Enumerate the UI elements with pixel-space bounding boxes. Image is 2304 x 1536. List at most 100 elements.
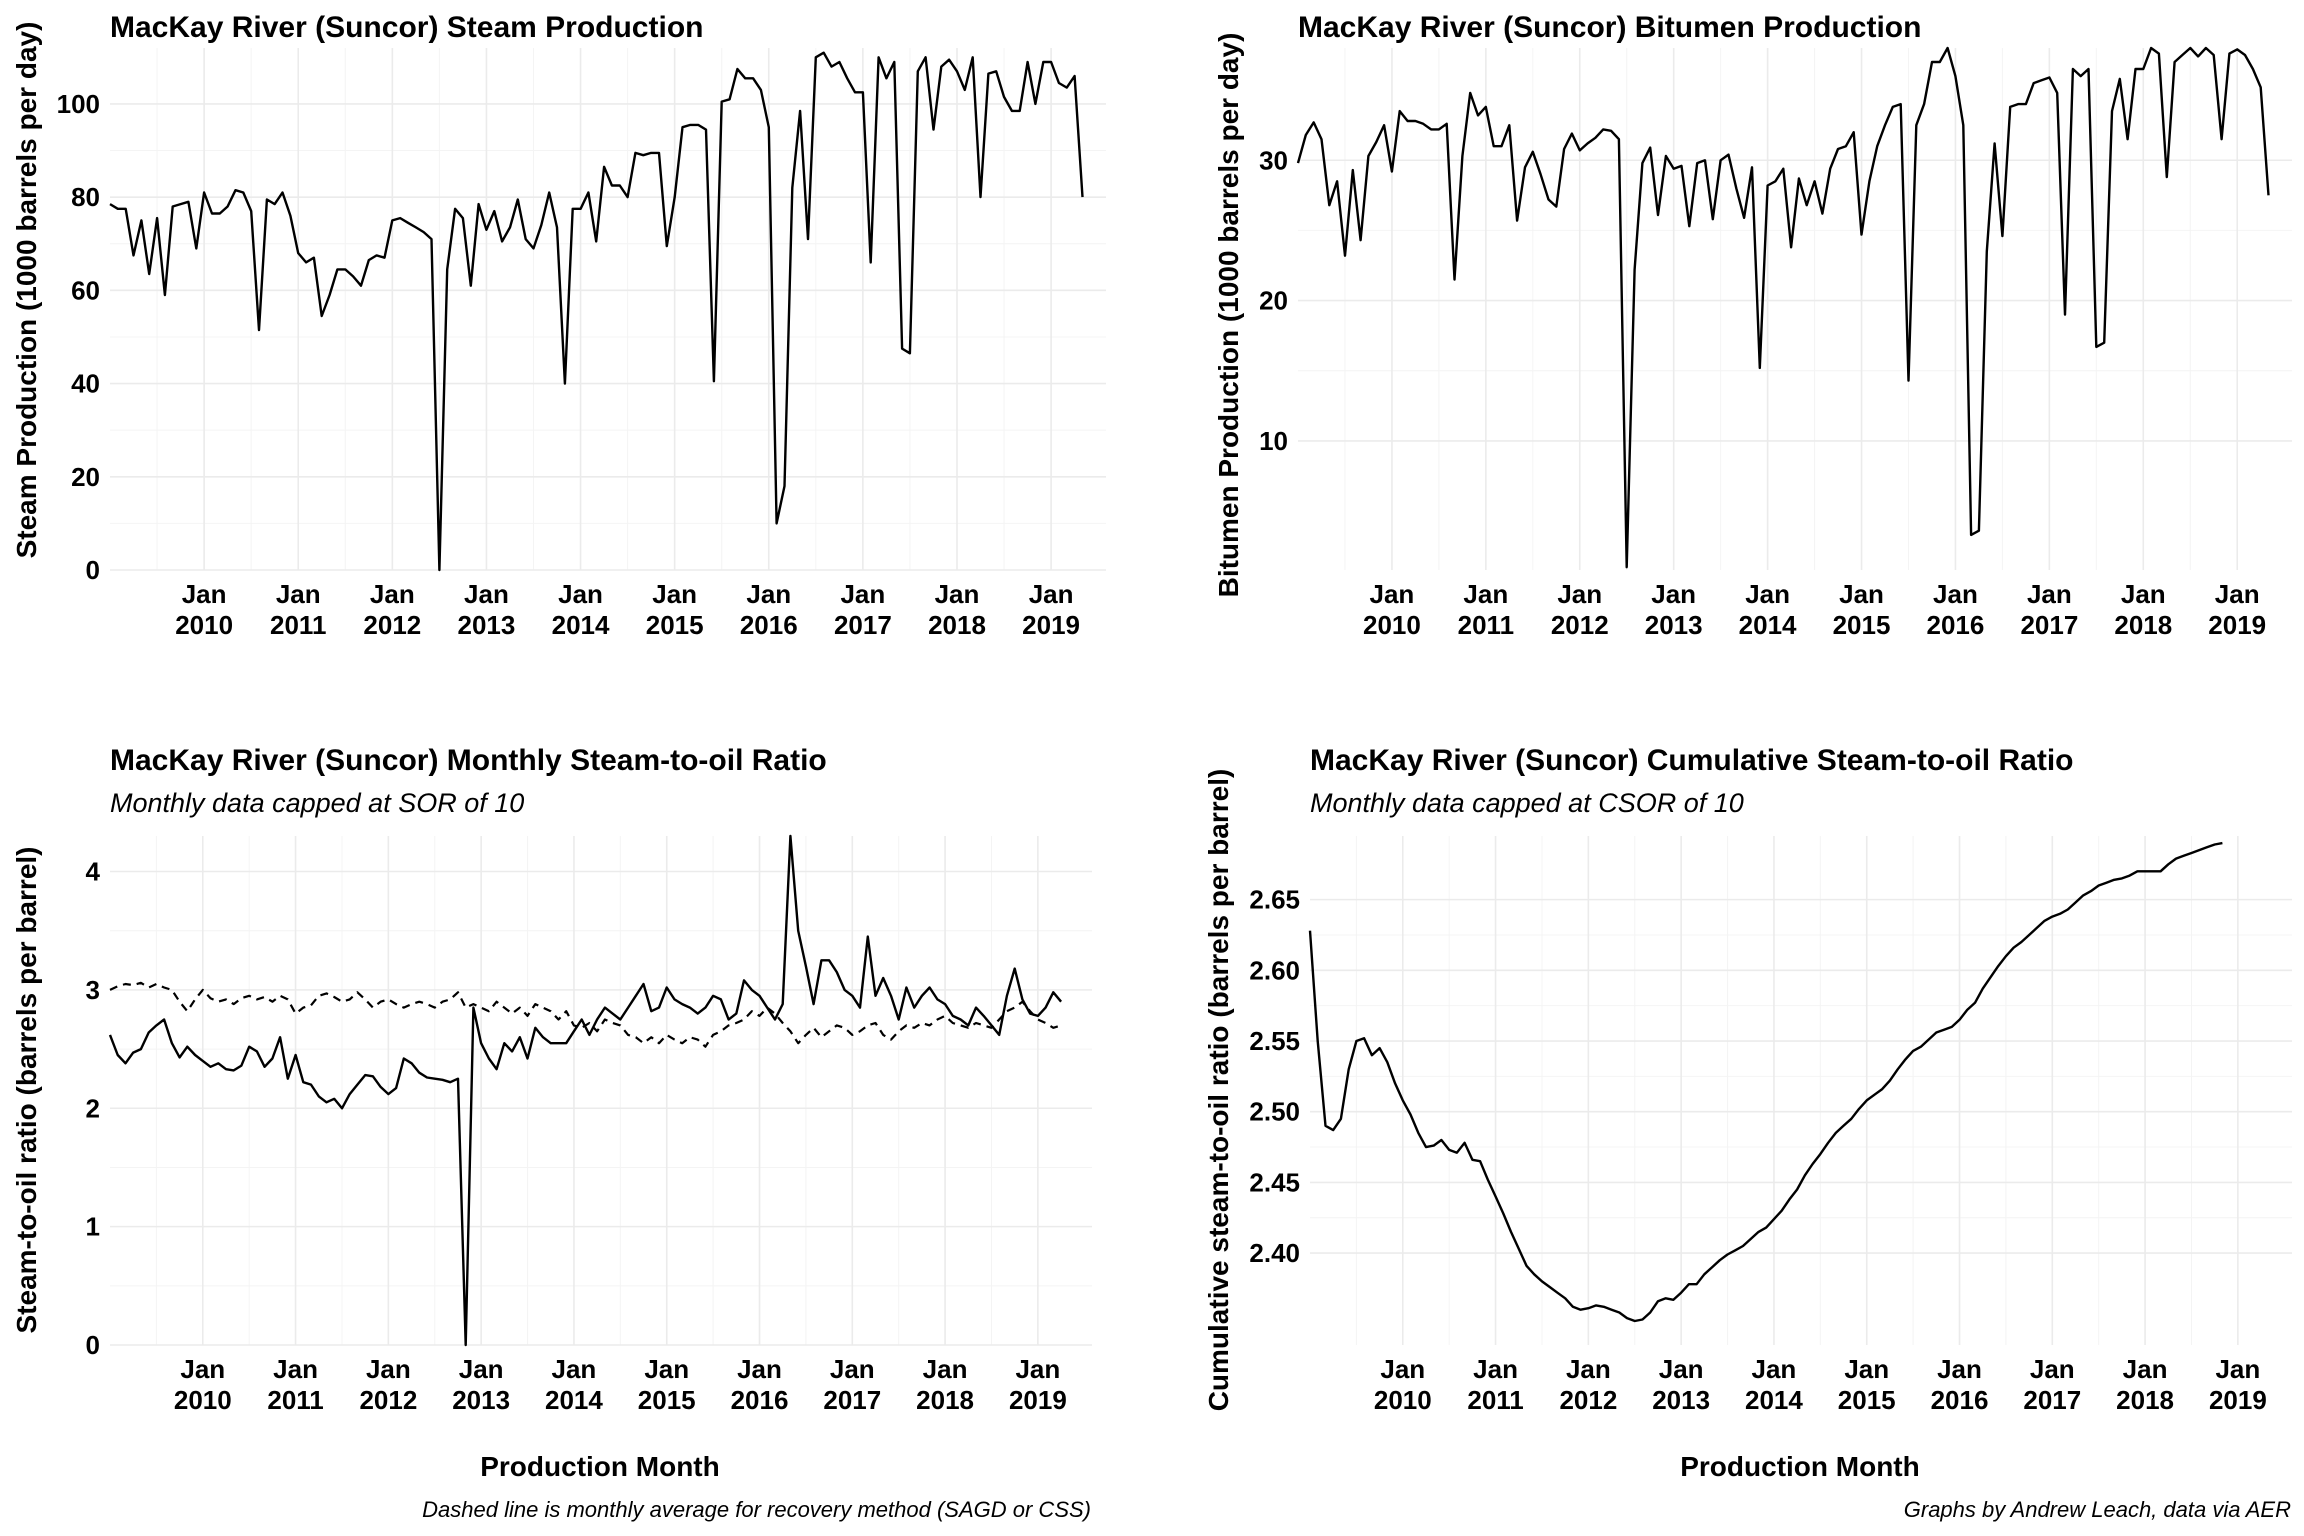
bitumen-series-line <box>1296 46 2270 569</box>
steam-x-tick-year: 2017 <box>834 610 892 640</box>
sor-x-tick-month: Jan <box>552 1354 597 1384</box>
steam-panel: MacKay River (Suncor) Steam Production S… <box>11 11 1106 640</box>
bitumen-x-tick-month: Jan <box>1933 579 1978 609</box>
steam-chart-title: MacKay River (Suncor) Steam Production <box>110 11 703 44</box>
sor-x-tick-year: 2018 <box>916 1385 974 1415</box>
csor-x-tick-year: 2012 <box>1559 1385 1617 1415</box>
sor-caption: Dashed line is monthly average for recov… <box>422 1497 1091 1522</box>
sor-x-tick-year: 2011 <box>267 1385 323 1415</box>
csor-x-tick-year: 2015 <box>1838 1385 1896 1415</box>
csor-x-tick-year: 2018 <box>2116 1385 2174 1415</box>
bitumen-x-tick-year: 2010 <box>1363 610 1421 640</box>
bitumen-x-tick-month: Jan <box>1745 579 1790 609</box>
csor-x-tick-month: Jan <box>1380 1354 1425 1384</box>
bitumen-x-tick-year: 2013 <box>1645 610 1703 640</box>
steam-x-tick-month: Jan <box>746 579 791 609</box>
sor-panel: MacKay River (Suncor) Monthly Steam-to-o… <box>11 744 1092 1522</box>
sor-y-tick-label: 3 <box>86 975 100 1005</box>
bitumen-y-tick-label: 20 <box>1259 286 1288 316</box>
steam-x-tick-month: Jan <box>840 579 885 609</box>
bitumen-x-tick-month: Jan <box>1651 579 1696 609</box>
csor-panel: MacKay River (Suncor) Cumulative Steam-t… <box>1203 744 2292 1522</box>
steam-x-tick-month: Jan <box>182 579 227 609</box>
sor-x-tick-month: Jan <box>273 1354 318 1384</box>
sor-x-tick-year: 2014 <box>545 1385 603 1415</box>
sor-chart-title: MacKay River (Suncor) Monthly Steam-to-o… <box>110 744 827 777</box>
bitumen-x-tick-month: Jan <box>2121 579 2166 609</box>
bitumen-x-tick-year: 2016 <box>1927 610 1985 640</box>
csor-x-tick-month: Jan <box>2215 1354 2260 1384</box>
steam-y-tick-label: 80 <box>71 182 100 212</box>
csor-chart-title: MacKay River (Suncor) Cumulative Steam-t… <box>1310 744 2073 777</box>
sor-chart-subtitle: Monthly data capped at SOR of 10 <box>110 788 524 818</box>
bitumen-y-tick-label: 30 <box>1259 145 1288 175</box>
csor-x-axis-title: Production Month <box>1680 1451 1920 1482</box>
csor-x-tick-year: 2017 <box>2023 1385 2081 1415</box>
bitumen-x-tick-month: Jan <box>2027 579 2072 609</box>
csor-x-tick-month: Jan <box>1844 1354 1889 1384</box>
bitumen-chart-title: MacKay River (Suncor) Bitumen Production <box>1298 11 1921 44</box>
csor-y-tick-label: 2.50 <box>1249 1097 1300 1127</box>
csor-x-tick-year: 2013 <box>1652 1385 1710 1415</box>
bitumen-x-tick-month: Jan <box>2215 579 2260 609</box>
sor-x-tick-year: 2019 <box>1009 1385 1067 1415</box>
sor-x-tick-month: Jan <box>923 1354 968 1384</box>
steam-x-tick-year: 2013 <box>458 610 516 640</box>
csor-x-tick-month: Jan <box>1937 1354 1982 1384</box>
sor-x-tick-year: 2015 <box>638 1385 696 1415</box>
csor-x-tick-month: Jan <box>2123 1354 2168 1384</box>
csor-x-tick-month: Jan <box>1659 1354 1704 1384</box>
steam-x-tick-month: Jan <box>370 579 415 609</box>
bitumen-y-axis-title: Bitumen Production (1000 barrels per day… <box>1213 33 1244 598</box>
csor-x-tick-year: 2011 <box>1467 1385 1523 1415</box>
sor-x-tick-month: Jan <box>830 1354 875 1384</box>
sor-y-tick-label: 4 <box>86 857 101 887</box>
steam-x-tick-year: 2019 <box>1022 610 1080 640</box>
csor-x-tick-month: Jan <box>1566 1354 1611 1384</box>
steam-x-tick-year: 2015 <box>646 610 704 640</box>
csor-y-axis-title: Cumulative steam-to-oil ratio (barrels p… <box>1203 769 1234 1412</box>
csor-y-tick-label: 2.60 <box>1249 955 1300 985</box>
bitumen-x-tick-year: 2012 <box>1551 610 1609 640</box>
steam-x-tick-year: 2018 <box>928 610 986 640</box>
steam-x-tick-month: Jan <box>558 579 603 609</box>
steam-x-tick-year: 2010 <box>175 610 233 640</box>
sor-y-tick-label: 2 <box>86 1093 100 1123</box>
bitumen-x-tick-year: 2014 <box>1739 610 1797 640</box>
bitumen-x-tick-month: Jan <box>1557 579 1602 609</box>
bitumen-x-tick-year: 2015 <box>1833 610 1891 640</box>
steam-y-tick-label: 20 <box>71 462 100 492</box>
csor-y-tick-label: 2.65 <box>1249 885 1300 915</box>
csor-y-tick-label: 2.45 <box>1249 1167 1300 1197</box>
csor-y-tick-label: 2.40 <box>1249 1238 1300 1268</box>
steam-y-tick-label: 0 <box>86 555 100 585</box>
bitumen-y-tick-label: 10 <box>1259 426 1288 456</box>
csor-series-line <box>1308 841 2223 1323</box>
sor-y-axis-title: Steam-to-oil ratio (barrels per barrel) <box>11 846 42 1333</box>
steam-y-tick-label: 40 <box>71 369 100 399</box>
csor-x-tick-year: 2010 <box>1374 1385 1432 1415</box>
csor-y-tick-label: 2.55 <box>1249 1026 1300 1056</box>
sor-x-tick-year: 2013 <box>452 1385 510 1415</box>
csor-x-tick-year: 2019 <box>2209 1385 2267 1415</box>
steam-y-axis-title: Steam Production (1000 barrels per day) <box>11 22 42 559</box>
sor-x-tick-month: Jan <box>459 1354 504 1384</box>
sor-average-line <box>109 981 1062 1048</box>
bitumen-x-tick-year: 2011 <box>1458 610 1514 640</box>
steam-x-tick-month: Jan <box>276 579 321 609</box>
sor-y-tick-label: 1 <box>86 1212 100 1242</box>
steam-x-tick-year: 2014 <box>552 610 610 640</box>
sor-x-tick-year: 2012 <box>359 1385 417 1415</box>
sor-x-tick-month: Jan <box>1015 1354 1060 1384</box>
bitumen-x-tick-month: Jan <box>1370 579 1415 609</box>
bitumen-plot-area: 102030Jan2010Jan2011Jan2012Jan2013Jan201… <box>1259 46 2292 640</box>
sor-x-tick-year: 2010 <box>174 1385 232 1415</box>
csor-x-tick-month: Jan <box>1752 1354 1797 1384</box>
steam-series-line <box>109 51 1084 572</box>
steam-x-tick-year: 2012 <box>363 610 421 640</box>
csor-x-tick-month: Jan <box>1473 1354 1518 1384</box>
sor-x-tick-year: 2017 <box>823 1385 881 1415</box>
steam-x-tick-month: Jan <box>935 579 980 609</box>
steam-x-tick-month: Jan <box>1029 579 1074 609</box>
